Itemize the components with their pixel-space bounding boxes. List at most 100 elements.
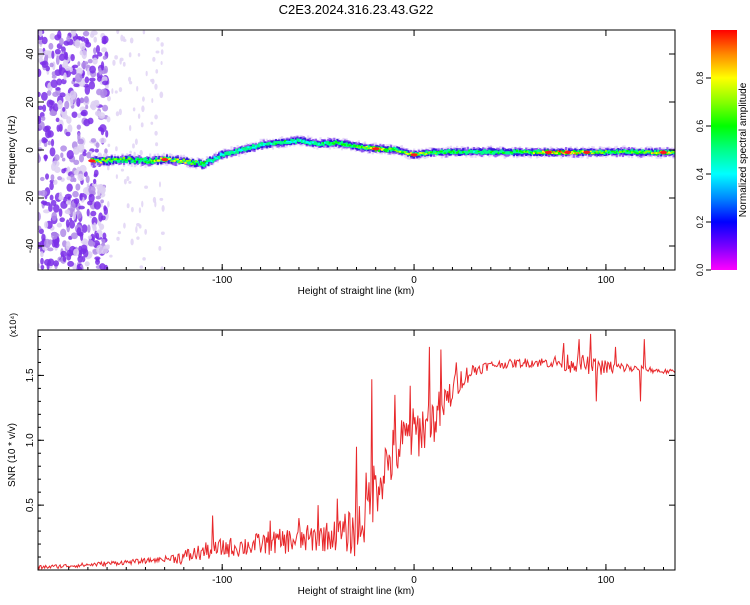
noise-blob: [43, 50, 51, 55]
ridge-peak: [564, 150, 572, 154]
noise-blob: [48, 204, 53, 212]
ridge-cell: [196, 162, 199, 167]
noise-blob: [155, 142, 159, 147]
noise-blob: [66, 175, 72, 181]
ridge-cell: [431, 151, 434, 153]
ridge-cell: [107, 158, 110, 160]
ridge-cell: [469, 150, 473, 154]
ridge-cell: [658, 151, 661, 154]
ridge-cell: [626, 150, 629, 154]
ridge-cell: [508, 151, 511, 154]
noise-blob: [107, 143, 111, 148]
ridge-cell: [623, 150, 626, 153]
noise-blob: [40, 257, 44, 265]
noise-blob: [69, 98, 74, 106]
ridge-cell: [644, 151, 648, 154]
ridge-cell: [391, 148, 394, 150]
noise-blob: [126, 176, 130, 182]
noise-blob: [99, 263, 106, 270]
ridge-cell: [531, 148, 534, 155]
ridge-cell: [106, 159, 109, 161]
noise-blob: [77, 143, 85, 153]
ridge-cell: [145, 158, 149, 161]
ridge-cell: [339, 142, 342, 144]
ridge-cell: [581, 150, 585, 153]
ridge-cell: [482, 150, 485, 152]
y-tick-label: 20: [25, 96, 36, 108]
ridge-cell: [109, 158, 112, 161]
noise-blob: [58, 191, 63, 200]
ridge-cell: [284, 140, 287, 142]
ridge-cell: [574, 150, 577, 154]
ridge-cell: [347, 144, 350, 148]
ridge-cell: [655, 149, 658, 154]
noise-blob: [79, 192, 83, 201]
ridge-cell: [333, 141, 336, 145]
ridge-cell: [126, 158, 129, 163]
noise-blob: [60, 145, 67, 152]
noise-blob: [40, 176, 45, 182]
ridge-cell: [560, 151, 563, 154]
ridge-peak: [544, 150, 552, 154]
ridge-cell: [409, 152, 413, 154]
ridge-cell: [308, 142, 311, 145]
y-tick-label: 1.5: [25, 368, 36, 382]
ridge-cell: [159, 158, 162, 162]
ridge-cell: [394, 149, 397, 152]
ridge-cell: [167, 156, 170, 160]
ridge-cell: [592, 152, 595, 155]
ridge-cell: [551, 152, 554, 154]
ridge-cell: [122, 157, 126, 161]
noise-blob: [142, 96, 145, 102]
ridge-cell: [202, 164, 205, 167]
noise-blob: [90, 210, 97, 217]
noise-blob: [38, 211, 41, 222]
ridge-cell: [288, 141, 291, 145]
ridge-peak: [372, 147, 380, 151]
ridge-cell: [276, 141, 279, 143]
ridge-cell: [368, 147, 371, 150]
noise-blob: [84, 96, 89, 103]
ridge-cell: [190, 162, 193, 165]
ridge-cell: [176, 158, 179, 161]
ridge-cell: [577, 152, 580, 154]
noise-blob: [38, 263, 41, 269]
ridge-cell: [122, 157, 126, 159]
noise-blob: [49, 33, 56, 40]
ridge-cell: [363, 147, 367, 149]
noise-blob: [156, 37, 160, 42]
ridge-cell: [129, 158, 132, 165]
ridge-cell: [176, 159, 179, 164]
snr-x-ticks: -100 0 100: [68, 330, 664, 586]
noise-blob: [73, 159, 80, 165]
ridge-cell: [511, 151, 514, 154]
ridge-cell: [172, 160, 175, 162]
ridge-peak: [88, 159, 96, 163]
ridge-cell: [159, 157, 162, 159]
ridge-cell: [327, 140, 330, 145]
noise-blob: [52, 160, 60, 168]
ridge-cell: [155, 157, 158, 160]
noise-blob: [51, 211, 58, 221]
ridge-cell: [297, 139, 301, 143]
ridge-cell: [420, 152, 423, 154]
noise-blob: [160, 49, 164, 55]
ridge-cell: [541, 150, 545, 153]
ridge-cell: [615, 151, 618, 153]
noise-blob: [115, 146, 118, 152]
ridge-cell: [535, 150, 539, 154]
ridge-cell: [121, 154, 124, 162]
noise-blob: [54, 154, 60, 161]
ridge-cell: [499, 151, 502, 154]
noise-blob: [55, 55, 60, 66]
ridge-cell: [543, 151, 546, 154]
ridge-cell: [231, 151, 235, 154]
ridge-cell: [359, 146, 362, 148]
ridge-cell: [350, 144, 353, 148]
noise-blob: [160, 60, 163, 65]
ridge-cell: [138, 159, 141, 164]
ridge-cell: [555, 152, 559, 154]
ridge-cell: [337, 141, 341, 144]
noise-blob: [48, 42, 54, 50]
